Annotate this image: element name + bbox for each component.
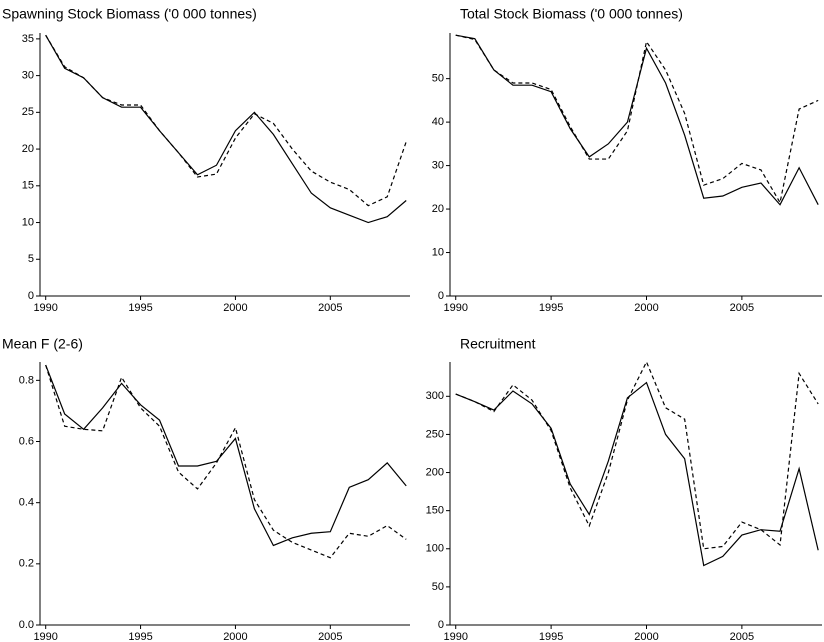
y-tick-label: 250 (426, 428, 444, 440)
x-tick-label: 2000 (223, 631, 247, 642)
x-tick-label: 1990 (33, 631, 57, 642)
series-line (45, 364, 407, 559)
series-line (455, 381, 819, 567)
series-line (45, 34, 407, 224)
x-tick-label: 1990 (443, 302, 467, 314)
y-tick-label: 0 (28, 290, 34, 302)
panel-title: Spawning Stock Biomass ('0 000 tonnes) (2, 6, 257, 22)
series-line (455, 34, 819, 205)
y-tick-label: 20 (22, 143, 34, 155)
y-tick-label: 50 (432, 73, 444, 85)
x-tick-label: 2005 (318, 631, 342, 642)
y-tick-label: 0.0 (19, 619, 34, 631)
y-tick-label: 0 (438, 619, 444, 631)
y-tick-label: 50 (432, 581, 444, 593)
y-tick-label: 0.4 (19, 497, 34, 509)
x-tick-label: 1995 (128, 631, 152, 642)
y-tick-label: 5 (28, 253, 34, 265)
series-line (455, 34, 819, 206)
series-line (45, 34, 407, 207)
x-tick-label: 1990 (33, 302, 57, 314)
x-tick-label: 1995 (539, 302, 563, 314)
y-tick-label: 35 (22, 33, 34, 45)
x-tick-label: 2000 (634, 302, 658, 314)
y-tick-label: 30 (22, 70, 34, 82)
x-tick-label: 1995 (128, 302, 152, 314)
y-tick-label: 40 (432, 116, 444, 128)
x-tick-label: 1995 (539, 631, 563, 642)
y-tick-label: 0.6 (19, 435, 34, 447)
y-tick-label: 25 (22, 106, 34, 118)
y-tick-label: 30 (432, 159, 444, 171)
series-line (45, 364, 407, 547)
x-tick-label: 2000 (223, 302, 247, 314)
panel-title: Recruitment (460, 336, 536, 352)
y-tick-label: 100 (426, 543, 444, 555)
y-tick-label: 10 (432, 246, 444, 258)
y-tick-label: 0.2 (19, 558, 34, 570)
y-tick-label: 0.8 (19, 374, 34, 386)
x-tick-label: 2000 (634, 631, 658, 642)
y-tick-label: 20 (432, 203, 444, 215)
y-tick-label: 150 (426, 505, 444, 517)
panel-title: Total Stock Biomass ('0 000 tonnes) (460, 6, 683, 22)
series-line (455, 360, 819, 550)
x-tick-label: 1990 (443, 631, 467, 642)
y-tick-label: 10 (22, 216, 34, 228)
x-tick-label: 2005 (730, 302, 754, 314)
y-tick-label: 15 (22, 180, 34, 192)
y-tick-label: 200 (426, 466, 444, 478)
y-tick-label: 0 (438, 290, 444, 302)
y-tick-label: 300 (426, 390, 444, 402)
panel-title: Mean F (2-6) (2, 336, 83, 352)
x-tick-label: 2005 (318, 302, 342, 314)
x-tick-label: 2005 (730, 631, 754, 642)
